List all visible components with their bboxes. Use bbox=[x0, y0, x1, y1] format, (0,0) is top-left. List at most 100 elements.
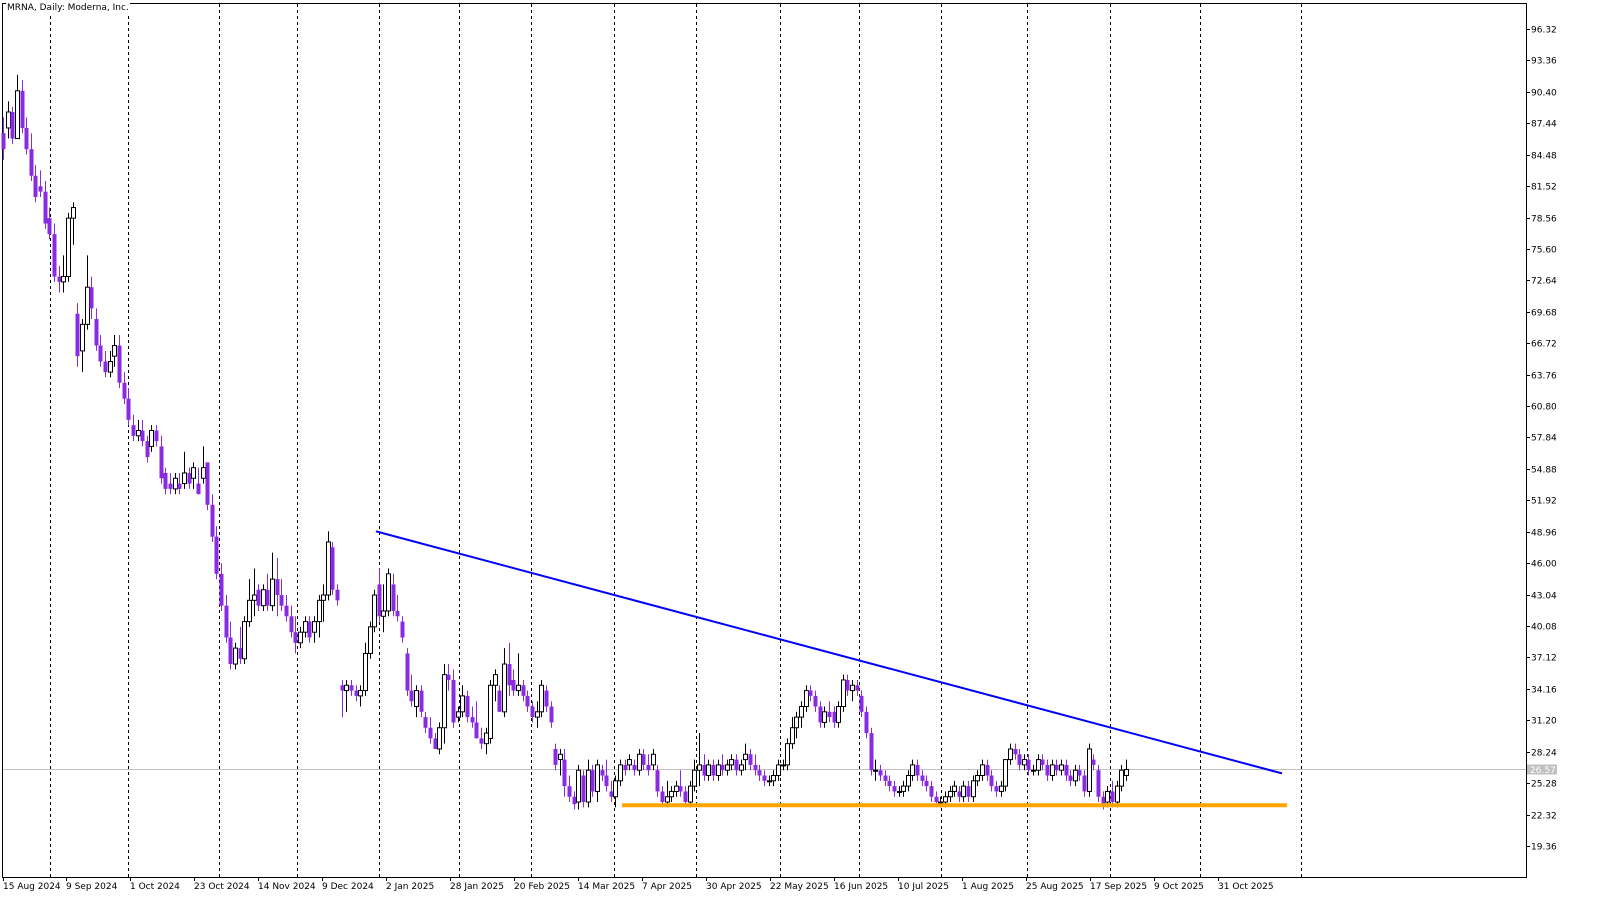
candle-body-bearish bbox=[33, 175, 38, 197]
candle-body-bullish bbox=[665, 796, 670, 803]
candle-body-bullish bbox=[822, 711, 827, 723]
candle-body-bearish bbox=[10, 112, 15, 139]
price-tick-label: 90.40 bbox=[1531, 89, 1557, 99]
candle-body-bearish bbox=[609, 791, 614, 797]
candle-body-bearish bbox=[985, 764, 990, 776]
candle-body-bullish bbox=[149, 429, 154, 447]
candle-body-bullish bbox=[233, 647, 238, 665]
candle-body-bullish bbox=[1036, 759, 1041, 771]
candle-body-bullish bbox=[516, 684, 521, 692]
candle-body-bearish bbox=[600, 770, 605, 776]
candle-body-bullish bbox=[613, 780, 618, 798]
time-tick-label: 10 Jul 2025 bbox=[898, 882, 949, 892]
candle-body-bearish bbox=[762, 775, 767, 781]
candle-body-bearish bbox=[920, 775, 925, 781]
candle-body-bullish bbox=[799, 706, 804, 718]
candle-body-bearish bbox=[553, 748, 558, 765]
time-tick-label: 15 Aug 2024 bbox=[3, 882, 61, 892]
price-tick-label: 87.44 bbox=[1531, 120, 1557, 130]
candle-body-bullish bbox=[776, 764, 781, 777]
candle-body-bearish bbox=[581, 775, 586, 803]
candle-body-bullish bbox=[785, 743, 790, 766]
candle-body-bullish bbox=[66, 217, 71, 278]
candle-body-bearish bbox=[354, 690, 359, 696]
candle-body-bearish bbox=[205, 462, 210, 505]
candle-body-bearish bbox=[140, 430, 145, 442]
candle-body-bullish bbox=[938, 801, 943, 804]
price-tick-label: 78.56 bbox=[1531, 215, 1557, 225]
candle-body-bullish bbox=[1031, 769, 1036, 772]
candle-body-bullish bbox=[901, 785, 906, 792]
candle-body-bearish bbox=[748, 754, 753, 765]
candle-body-bullish bbox=[488, 684, 493, 739]
candle-body-bearish bbox=[470, 717, 475, 723]
candle-body-bullish bbox=[484, 732, 489, 745]
candle-body-bullish bbox=[386, 573, 391, 612]
candle-body-bearish bbox=[924, 780, 929, 787]
candle-body-bearish bbox=[720, 764, 725, 771]
candle-body-bearish bbox=[530, 706, 535, 718]
candle-body-bearish bbox=[349, 685, 354, 691]
candle-body-bearish bbox=[604, 775, 609, 787]
candle-body-bullish bbox=[999, 785, 1004, 792]
candle-body-bullish bbox=[85, 286, 90, 325]
candle-body-bullish bbox=[692, 769, 697, 787]
time-tick-label: 16 Jun 2025 bbox=[834, 882, 888, 892]
candle-body-bullish bbox=[1115, 785, 1120, 803]
candle-body-bearish bbox=[1064, 764, 1069, 776]
candle-body-bullish bbox=[943, 796, 948, 803]
candle-body-bullish bbox=[108, 360, 113, 373]
candle-body-bearish bbox=[284, 605, 289, 617]
candle-body-bearish bbox=[400, 621, 405, 638]
candle-body-bearish bbox=[446, 674, 451, 680]
candle-body-bullish bbox=[1124, 768, 1129, 777]
price-tick-label: 31.20 bbox=[1531, 717, 1557, 727]
price-tick-label: 37.12 bbox=[1531, 654, 1557, 664]
candle-body-bearish bbox=[878, 770, 883, 776]
candle-body-bearish bbox=[409, 690, 414, 702]
price-tick-label: 25.28 bbox=[1531, 780, 1557, 790]
time-tick-label: 2 Jan 2025 bbox=[386, 882, 434, 892]
candle-body-bearish bbox=[307, 621, 312, 638]
candle-body-bearish bbox=[265, 589, 270, 606]
price-tick-label: 60.80 bbox=[1531, 403, 1557, 413]
candle-body-bearish bbox=[275, 579, 280, 596]
candle-body-bullish bbox=[910, 764, 915, 777]
candle-body-bearish bbox=[24, 127, 29, 150]
candle-body-bullish bbox=[136, 429, 141, 437]
candle-body-bearish bbox=[497, 690, 502, 712]
candle-body-bearish bbox=[289, 616, 294, 633]
candle-body-bearish bbox=[855, 685, 860, 691]
price-tick-label: 34.16 bbox=[1531, 686, 1557, 696]
candle-body-bearish bbox=[646, 764, 651, 771]
candle-body-bearish bbox=[395, 610, 400, 617]
price-tick-label: 96.32 bbox=[1531, 26, 1557, 36]
candle-body-bearish bbox=[126, 398, 131, 420]
candle-body-bearish bbox=[159, 446, 164, 479]
candle-body-bullish bbox=[363, 652, 368, 692]
candle-body-bullish bbox=[1059, 764, 1064, 771]
candle-body-bullish bbox=[502, 663, 507, 713]
candle-body-bearish bbox=[340, 685, 345, 691]
candle-body-bearish bbox=[228, 637, 233, 665]
candle-body-bearish bbox=[683, 791, 688, 803]
plot-frame bbox=[2, 3, 1527, 878]
candle-body-bullish bbox=[1003, 759, 1008, 787]
candle-body-bearish bbox=[521, 685, 526, 696]
candle-body-bullish bbox=[1119, 769, 1124, 787]
candle-body-bearish bbox=[256, 589, 261, 606]
candle-body-bearish bbox=[293, 632, 298, 643]
candle-body-bullish bbox=[61, 276, 66, 283]
candle-body-bearish bbox=[465, 695, 470, 718]
candle-body-bearish bbox=[214, 536, 219, 574]
candle-body-bullish bbox=[456, 711, 461, 718]
candle-body-bullish bbox=[586, 769, 591, 803]
candle-body-bullish bbox=[743, 753, 748, 761]
candle-body-bullish bbox=[767, 780, 772, 783]
candle-body-bullish bbox=[697, 764, 702, 771]
candle-body-bearish bbox=[1045, 764, 1050, 776]
resistance-trendline[interactable] bbox=[375, 530, 1283, 775]
candle-body-bearish bbox=[915, 764, 920, 776]
